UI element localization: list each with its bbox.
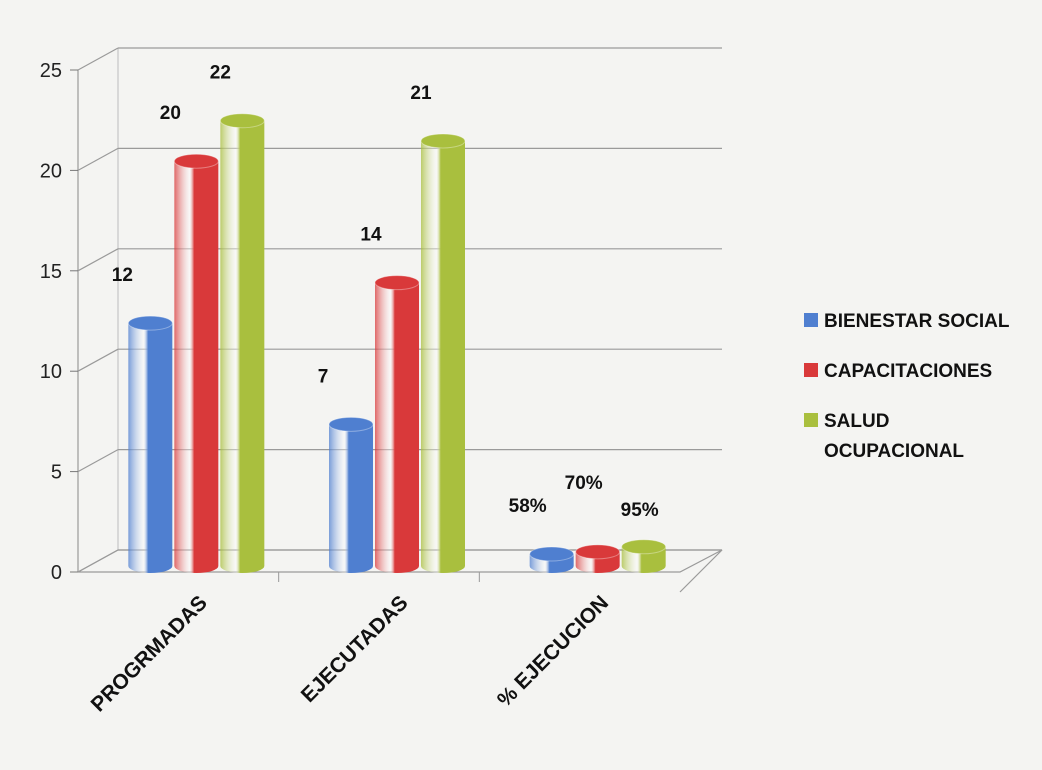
- data-label: 70%: [565, 473, 603, 494]
- x-tick-label: PROGRMADAS: [87, 591, 212, 716]
- x-tick-label: % EJECUCION: [493, 591, 613, 711]
- bar-body: [128, 323, 173, 573]
- bars: [127, 113, 667, 573]
- bar-top: [529, 546, 575, 562]
- legend: BIENESTAR SOCIAL CAPACITACIONES SALUD OCUPA…: [804, 311, 1010, 462]
- bar-bienestar-social-0: [127, 315, 173, 573]
- legend-swatch: [804, 413, 818, 427]
- y-tick-label: 5: [51, 462, 62, 484]
- bar-body: [174, 161, 219, 573]
- gridline-diagonal: [77, 147, 119, 171]
- bar-body: [329, 424, 373, 573]
- data-label: 7: [318, 366, 329, 387]
- data-labels: 12 20 22 7 14 21 58% 70% 95%: [112, 63, 659, 521]
- data-label: 12: [112, 265, 133, 286]
- gridline-diagonal: [77, 348, 119, 372]
- bar-top: [328, 416, 374, 432]
- bar-salud-ocupacional-2: [621, 539, 667, 573]
- legend-swatch: [804, 313, 818, 327]
- y-axis: 0 5 10 15 20 25: [40, 60, 78, 584]
- legend-swatch: [804, 363, 818, 377]
- y-tick-label: 10: [40, 361, 62, 383]
- y-tick-label: 25: [40, 60, 62, 82]
- gridline-diagonal: [77, 47, 119, 71]
- legend-label: CAPACITACIONES: [824, 361, 992, 382]
- gridlines: [77, 47, 722, 573]
- bar-top: [420, 133, 466, 149]
- x-axis: PROGRMADAS EJECUTADAS % EJECUCION: [87, 572, 613, 716]
- data-label: 22: [210, 63, 231, 84]
- bar-capacitaciones-1: [374, 275, 420, 573]
- y-tick-label: 15: [40, 261, 62, 283]
- legend-label-cont: OCUPACIONAL: [824, 441, 964, 462]
- bar-body: [375, 282, 419, 573]
- bar-salud-ocupacional-0: [219, 113, 265, 573]
- y-tick-label: 20: [40, 160, 62, 182]
- legend-label: BIENESTAR SOCIAL: [824, 311, 1010, 332]
- data-label: 58%: [509, 496, 547, 517]
- x-tick-label: EJECUTADAS: [297, 591, 413, 707]
- gridline-diagonal: [77, 449, 119, 473]
- gridline-diagonal: [77, 248, 119, 272]
- gridline-diagonal: [77, 549, 119, 573]
- bar-capacitaciones-2: [575, 544, 621, 573]
- bar-top: [173, 153, 219, 169]
- bar-salud-ocupacional-1: [420, 133, 466, 573]
- bar-top: [219, 113, 265, 129]
- data-label: 14: [360, 225, 382, 246]
- bar-bienestar-social-2: [529, 546, 575, 573]
- bar-capacitaciones-0: [173, 153, 219, 573]
- floor-right-edge: [679, 549, 723, 593]
- data-label: 95%: [621, 500, 659, 521]
- bar-bienestar-social-1: [328, 416, 374, 573]
- bar-top: [575, 544, 621, 560]
- data-label: 21: [410, 83, 432, 104]
- bar-top: [127, 315, 173, 331]
- bar-body: [621, 546, 666, 573]
- legend-label: SALUD: [824, 411, 889, 432]
- bar-top: [374, 275, 420, 291]
- bar-body: [421, 140, 465, 573]
- y-tick-label: 0: [51, 562, 62, 584]
- bar-top: [621, 539, 667, 555]
- bar-body: [220, 120, 265, 573]
- data-label: 20: [160, 103, 181, 124]
